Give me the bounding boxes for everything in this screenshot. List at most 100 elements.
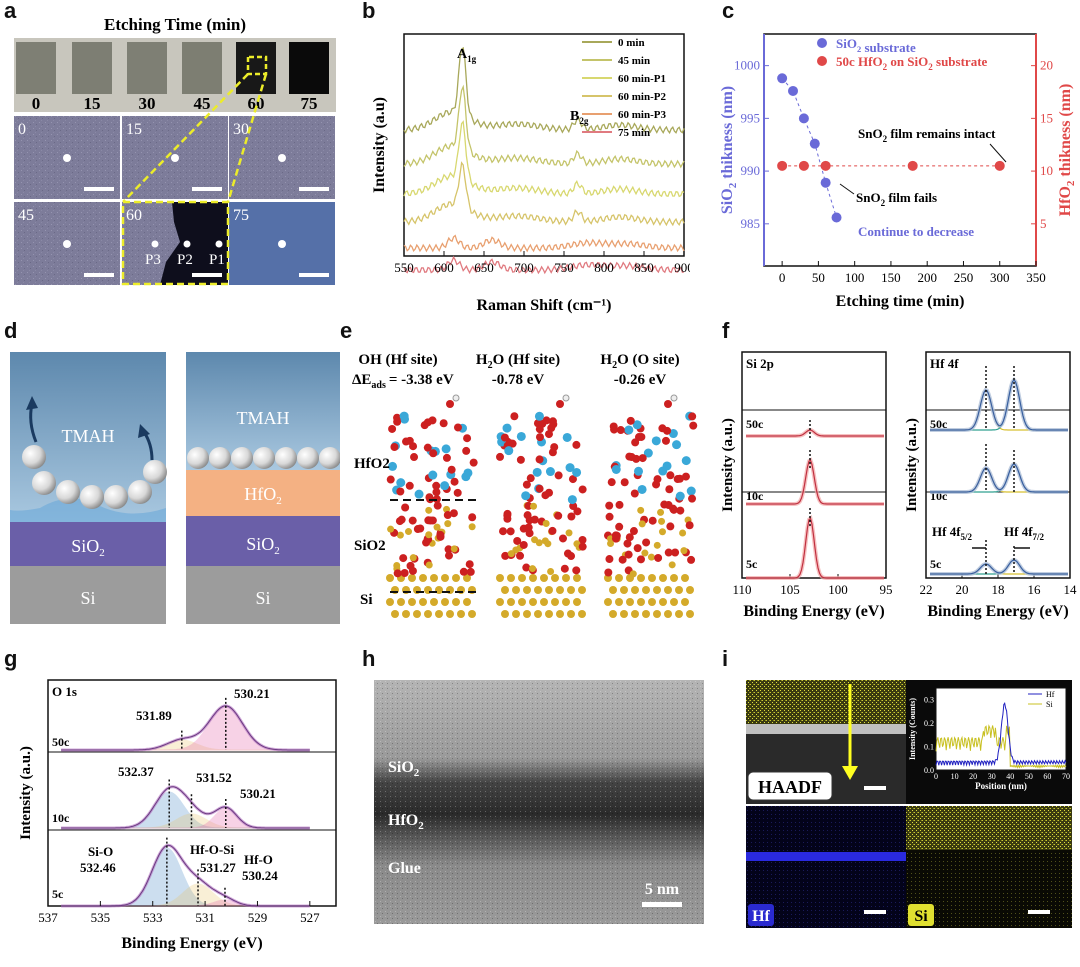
si-right	[186, 566, 340, 624]
sio2-atom	[567, 512, 576, 521]
inset-x-tick-label: 70	[1062, 772, 1070, 781]
panel-a-title: Etching Time (min)	[104, 15, 246, 34]
sio2-atom	[393, 569, 402, 578]
series-line	[781, 77, 838, 218]
data-point	[788, 85, 799, 96]
sio2-atom	[560, 564, 569, 573]
hfo2-atom	[554, 471, 563, 480]
si-atom	[534, 610, 542, 618]
panel-title: Si 2p	[746, 356, 774, 371]
x-tick-label: 600	[434, 260, 454, 275]
zoom-line-right	[226, 73, 268, 203]
o1s-spectrum	[61, 705, 310, 751]
sio2-atom	[409, 554, 417, 562]
adsorbate-o	[556, 400, 564, 408]
legend-label: 50c HfO2 on SiO2 substrate	[836, 54, 988, 72]
x-tick-label: 537	[38, 910, 58, 925]
measure-point	[151, 240, 159, 248]
cycle-label: 5c	[930, 557, 942, 571]
hfo2-atom	[634, 466, 644, 476]
micrograph-label: 45	[18, 207, 34, 224]
data-point	[777, 160, 788, 171]
si-atom	[653, 586, 661, 594]
sio2-atom	[499, 527, 508, 536]
haadf-top	[746, 680, 906, 724]
y-right-axis-label: HfO2 thikness (nm)	[1057, 84, 1077, 217]
tmah-right-label: TMAH	[237, 408, 290, 428]
measure-point	[278, 154, 286, 162]
panel-label-f: f	[722, 318, 730, 343]
y-left-tick-label: 990	[741, 163, 761, 178]
x-axis-label: Binding Energy (eV)	[121, 935, 262, 952]
si-atom	[397, 598, 405, 606]
hf4f-spectrum	[930, 463, 1068, 493]
sio2-atom	[687, 555, 696, 564]
hfo2-atom	[410, 453, 419, 462]
x-tick-label: 527	[300, 910, 320, 925]
sio2-atom	[578, 542, 587, 551]
si-atom	[463, 574, 471, 582]
si-atom	[551, 598, 559, 606]
hfo2-atom	[568, 475, 577, 484]
scale-bar	[192, 273, 222, 277]
header-oh-hf: OH (Hf site)	[358, 352, 437, 368]
sio2-atom	[426, 516, 435, 525]
si-atom	[642, 586, 650, 594]
hf4f72-component	[930, 379, 1068, 431]
x-tick-label: 250	[954, 270, 974, 285]
si-atom	[413, 610, 421, 618]
si-atom	[463, 598, 471, 606]
x-tick-label: 531	[195, 910, 215, 925]
y-axis-label: Intensity (a.u.)	[904, 418, 920, 512]
o1s-spectrum	[61, 786, 310, 829]
hfo2-atom	[666, 471, 675, 480]
sio2-atom	[401, 503, 410, 512]
micrograph-label: 0	[18, 121, 26, 138]
si-atom	[540, 598, 548, 606]
sio2-atom	[625, 533, 634, 542]
si-atom	[631, 610, 639, 618]
micrograph-label: 30	[233, 121, 249, 138]
si-atom	[457, 610, 465, 618]
x-tick-label: 150	[881, 270, 901, 285]
raman-series-line	[403, 255, 685, 275]
data-point	[820, 160, 831, 171]
hfo2-atom	[439, 419, 448, 428]
sio2-atom	[578, 536, 587, 545]
x-tick-label: 22	[920, 582, 933, 597]
si-atom	[545, 586, 553, 594]
peak-label-b2g: B2g	[570, 109, 589, 126]
raman-series-line	[403, 120, 685, 198]
photo-strip-bg	[14, 38, 336, 112]
inset-y-tick-label: 0.0	[924, 766, 934, 775]
tem-sio2-label: SiO2	[388, 759, 420, 779]
layer-si: Si	[360, 592, 373, 608]
layer-hfo2: HfO2	[354, 456, 390, 472]
hfo2-atom	[521, 491, 531, 501]
panel-label-b: b	[362, 0, 376, 23]
hfo2-atom	[541, 491, 550, 500]
hfo2-atom	[423, 418, 432, 427]
hfo2-atom	[453, 488, 462, 497]
x-axis-label: Binding Energy (eV)	[743, 603, 884, 620]
hfo2-atom	[409, 442, 418, 451]
inset-y-tick-label: 0.3	[924, 696, 934, 705]
x-tick-label: 850	[634, 260, 654, 275]
si2p-spectrum	[746, 517, 884, 579]
inset-y-tick-label: 0.2	[924, 719, 934, 728]
annotation-continue: Continue to decrease	[858, 224, 974, 239]
y-left-tick-label: 995	[741, 110, 761, 125]
scale-bar	[192, 187, 222, 191]
adsorbate-o	[446, 400, 454, 408]
sio2-atom	[507, 550, 515, 558]
si-atom	[648, 574, 656, 582]
hfo2-atom	[399, 411, 409, 421]
sio2-atom	[400, 568, 409, 577]
si-atom	[578, 610, 586, 618]
sio2-atom	[519, 540, 528, 549]
x-tick-label: 50	[812, 270, 825, 285]
y-axis-label: Intensity (a.u)	[371, 97, 388, 193]
sio2-atom	[638, 520, 646, 528]
atom-balls-left	[22, 445, 167, 509]
arrow-head-1	[26, 396, 38, 410]
